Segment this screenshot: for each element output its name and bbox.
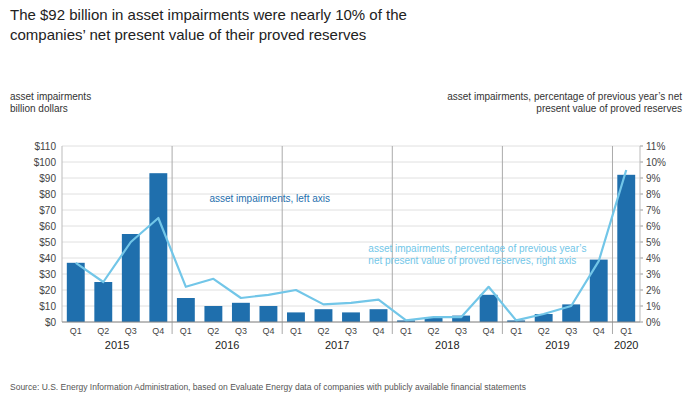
- x-tick-label: Q1: [290, 326, 302, 336]
- x-tick-label: Q3: [345, 326, 357, 336]
- group-separator: [282, 146, 283, 334]
- y-tick-label: $50: [39, 237, 56, 248]
- bar: [342, 312, 360, 322]
- line: [76, 170, 626, 320]
- y-tick-label: $70: [39, 205, 56, 216]
- y2-tick-label: 11%: [646, 141, 665, 152]
- bar: [122, 234, 140, 322]
- grid-line: [62, 210, 640, 211]
- chart: The $92 billion in asset impairments wer…: [0, 0, 692, 397]
- grid-line: [62, 146, 640, 147]
- x-tick-label: Q1: [70, 326, 82, 336]
- grid-line: [62, 290, 640, 291]
- title: The $92 billion in asset impairments wer…: [10, 6, 407, 23]
- bar: [287, 312, 305, 322]
- y2-tick-label: 9%: [646, 173, 661, 184]
- y2-axis-label: asset impairments, percentage of previou…: [447, 91, 682, 114]
- y2-tick-label: 8%: [646, 189, 661, 200]
- y-tick-label: $100: [34, 157, 57, 168]
- x-tick-label: Q4: [152, 326, 164, 336]
- y2-tick-label: 4%: [646, 253, 661, 264]
- x-tick-label: Q1: [180, 326, 192, 336]
- grid-line: [62, 194, 640, 195]
- x-group-label: 2015: [105, 339, 129, 351]
- x-group-label: 2017: [325, 339, 349, 351]
- group-separator: [392, 146, 393, 334]
- y2-tick-label: 5%: [646, 237, 661, 248]
- series-label: asset impairments, percentage of previou…: [368, 243, 586, 266]
- grid: [62, 146, 640, 322]
- bar: [149, 173, 167, 322]
- bar: [232, 303, 250, 322]
- x-group-label: 2018: [435, 339, 459, 351]
- y-tick-label: $60: [39, 221, 56, 232]
- bar: [94, 282, 112, 322]
- y-tick-label: $40: [39, 253, 56, 264]
- source: Source: U.S. Energy Information Administ…: [10, 382, 526, 392]
- x-tick-label: Q1: [510, 326, 522, 336]
- bar: [204, 306, 222, 322]
- subtitle: companies’ net present value of their pr…: [10, 26, 366, 43]
- grid-line: [62, 322, 640, 323]
- x-tick-label: Q2: [97, 326, 109, 336]
- y-tick-label: $0: [45, 317, 57, 328]
- bar: [370, 309, 388, 322]
- grid-line: [62, 178, 640, 179]
- x-tick-label: Q4: [593, 326, 605, 336]
- y-axis-label: asset impairmentsbillion dollars: [10, 91, 91, 114]
- bar: [617, 175, 635, 322]
- x-tick-label: Q1: [620, 326, 632, 336]
- grid-line: [62, 274, 640, 275]
- bar: [67, 263, 85, 322]
- x-tick-label: Q3: [235, 326, 247, 336]
- bar: [590, 260, 608, 322]
- grid-line: [62, 162, 640, 163]
- x-tick-label: Q4: [262, 326, 274, 336]
- group-separator: [172, 146, 173, 334]
- x-tick-label: Q2: [538, 326, 550, 336]
- bar: [480, 295, 498, 322]
- bar: [315, 309, 333, 322]
- group-separator: [612, 146, 613, 334]
- y2-tick-label: 0%: [646, 317, 661, 328]
- x-tick-label: Q3: [455, 326, 467, 336]
- y2-tick-label: 10%: [646, 157, 666, 168]
- x-tick-label: Q3: [565, 326, 577, 336]
- series-label: asset impairments, left axis: [209, 193, 330, 204]
- x-group-label: 2016: [215, 339, 239, 351]
- x-tick-label: Q3: [125, 326, 137, 336]
- y-tick-label: $20: [39, 285, 56, 296]
- y-tick-label: $10: [39, 301, 56, 312]
- y-tick-label: $90: [39, 173, 56, 184]
- y2-tick-label: 1%: [646, 301, 661, 312]
- y-tick-label: $80: [39, 189, 56, 200]
- x-tick-label: Q1: [400, 326, 412, 336]
- group-separator: [502, 146, 503, 334]
- y-axis-line: [62, 146, 63, 322]
- grid-line: [62, 306, 640, 307]
- y2-tick-label: 2%: [646, 285, 661, 296]
- marks: [67, 170, 635, 322]
- x-tick-label: Q2: [428, 326, 440, 336]
- y-tick-label: $30: [39, 269, 56, 280]
- y2-tick-label: 6%: [646, 221, 661, 232]
- y2-tick-label: 7%: [646, 205, 661, 216]
- x-tick-label: Q4: [373, 326, 385, 336]
- x-tick-label: Q2: [207, 326, 219, 336]
- bar: [177, 298, 195, 322]
- x-tick-label: Q4: [483, 326, 495, 336]
- x-tick-label: Q2: [317, 326, 329, 336]
- y2-tick-label: 3%: [646, 269, 661, 280]
- bar: [259, 306, 277, 322]
- x-group-label: 2019: [545, 339, 569, 351]
- x-group-label: 2020: [614, 339, 638, 351]
- y-tick-label: $110: [34, 141, 56, 152]
- y2-axis-line: [640, 146, 641, 322]
- x-axis-line: [62, 322, 640, 323]
